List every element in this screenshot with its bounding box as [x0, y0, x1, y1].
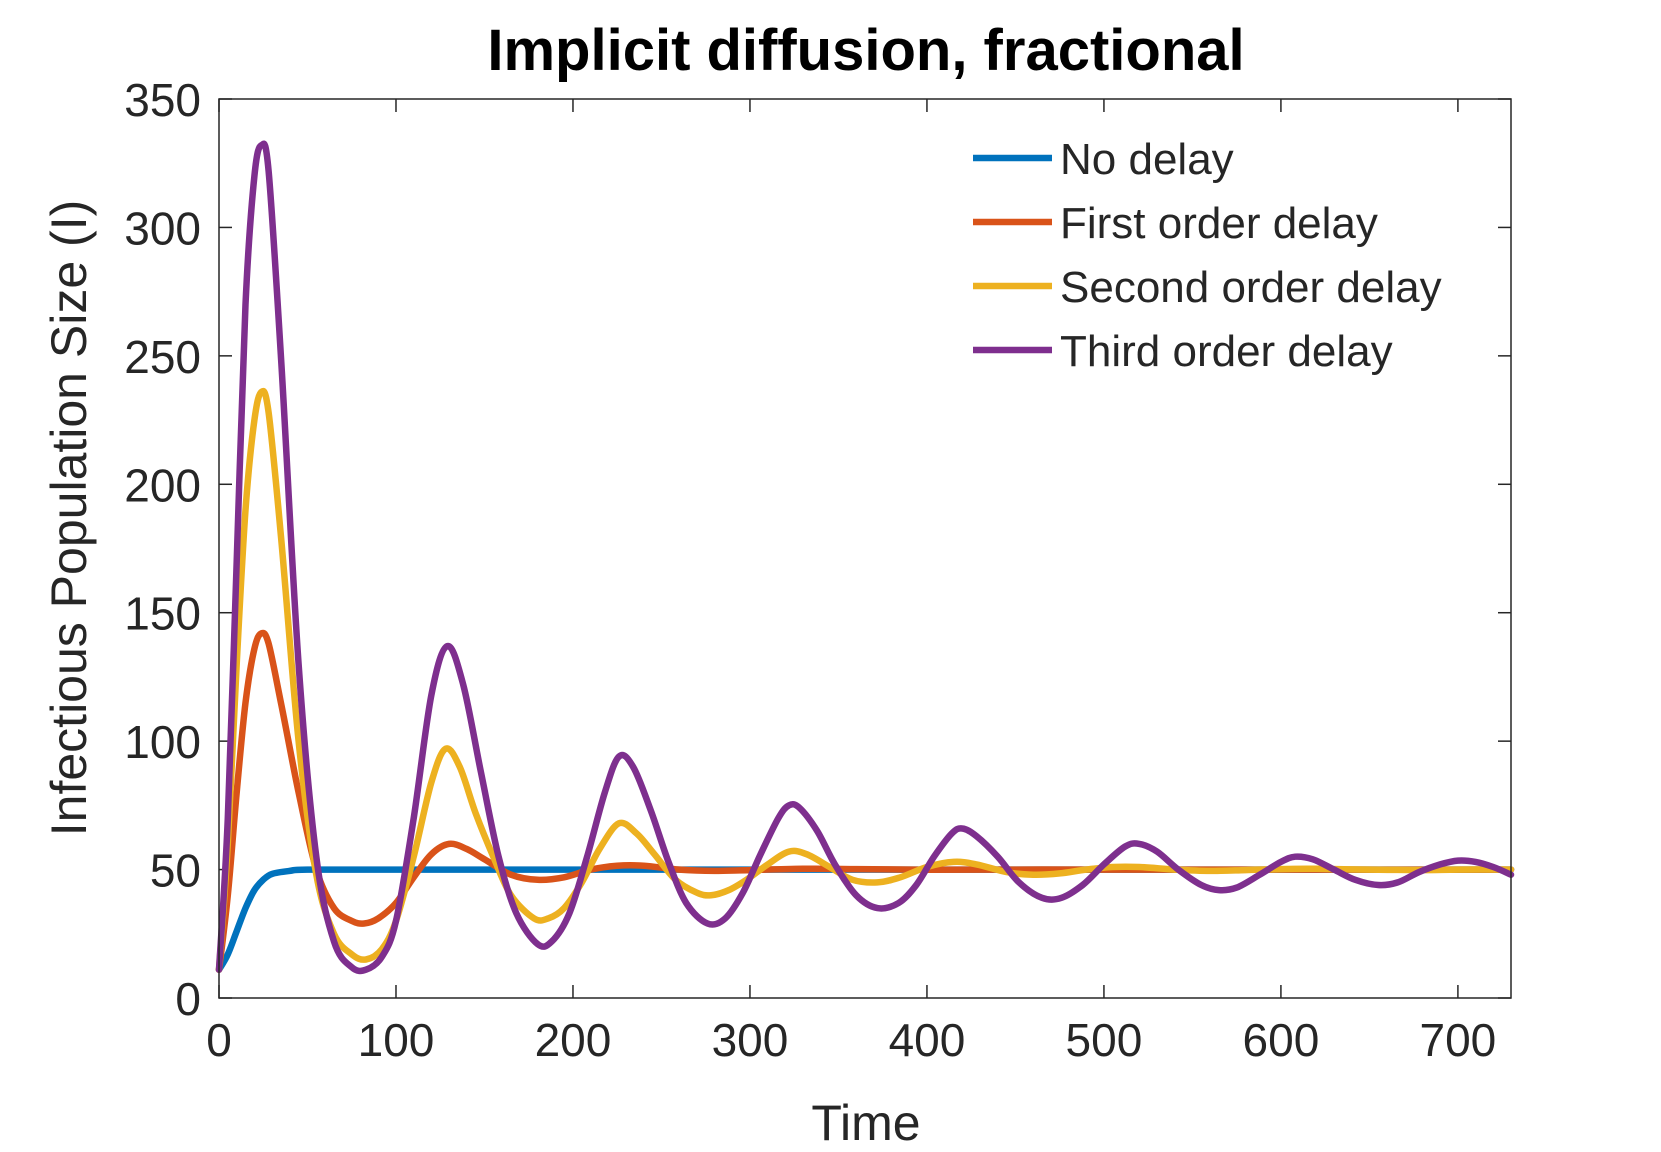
- series-layer: [215, 140, 1515, 975]
- plot-frame: [218, 98, 1512, 999]
- y-tick-label: 100: [124, 716, 201, 768]
- x-tick-label: 100: [358, 1014, 435, 1066]
- x-tick-label: 0: [206, 1014, 232, 1066]
- x-tick-label: 700: [1420, 1014, 1497, 1066]
- y-tick-label: 200: [124, 459, 201, 511]
- x-tick-label: 500: [1066, 1014, 1143, 1066]
- legend-label-1: No delay: [1060, 135, 1234, 184]
- legend-label-4: Third order delay: [1060, 327, 1393, 376]
- legend-label-3: Second order delay: [1060, 263, 1442, 312]
- x-tick-label: 600: [1243, 1014, 1320, 1066]
- series-line-4: [215, 140, 1515, 975]
- y-tick-label: 300: [124, 202, 201, 254]
- y-tick-label: 250: [124, 331, 201, 383]
- y-tick-label: 350: [124, 74, 201, 126]
- y-tick-label: 150: [124, 588, 201, 640]
- chart-title: Implicit diffusion, fractional: [487, 18, 1244, 83]
- x-tick-label: 200: [535, 1014, 612, 1066]
- y-axis-label: Infectious Population Size (I): [41, 200, 97, 836]
- legend: No delay First order delay Second order de…: [973, 135, 1442, 376]
- series-line-2: [215, 629, 1515, 973]
- axis-ticks: 0 100 200 300 400 500 600 700 0 50 100 150 200 250 300…: [124, 74, 1511, 1066]
- x-axis-label: Time: [811, 1095, 920, 1151]
- y-tick-label: 50: [150, 845, 201, 897]
- x-tick-label: 400: [889, 1014, 966, 1066]
- x-tick-label: 300: [712, 1014, 789, 1066]
- y-tick-label: 0: [175, 973, 201, 1025]
- legend-label-2: First order delay: [1060, 199, 1378, 248]
